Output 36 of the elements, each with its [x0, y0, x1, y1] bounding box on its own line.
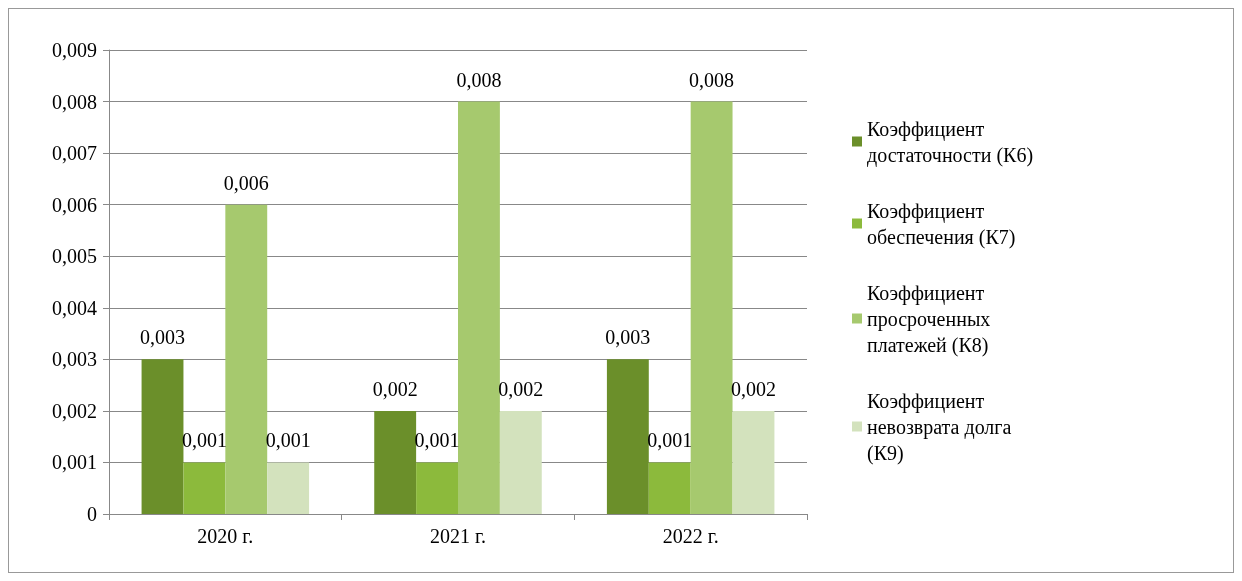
bar	[732, 410, 775, 514]
data-label: 0,008	[689, 68, 735, 91]
data-label: 0,002	[498, 377, 544, 400]
y-tick-label: 0,004	[52, 296, 97, 319]
y-tick-label: 0,002	[52, 399, 97, 422]
legend-label: Коэффициент невозврата долга (К9)	[867, 389, 1017, 465]
bar	[416, 462, 458, 514]
bar	[458, 101, 500, 514]
bar	[183, 462, 226, 514]
data-label: 0,003	[140, 326, 186, 349]
bar	[499, 410, 542, 514]
y-tick-label: 0,009	[52, 39, 97, 61]
data-label: 0,002	[372, 377, 418, 400]
y-tick-label: 0,008	[52, 90, 97, 113]
x-tick-label: 2020 г.	[197, 525, 254, 547]
bar	[606, 359, 649, 514]
legend-label: Коэффициент просроченных платежей (К8)	[867, 281, 996, 357]
bar	[225, 204, 268, 514]
bar	[374, 410, 417, 514]
y-tick-label: 0,006	[52, 193, 97, 216]
bar	[141, 359, 184, 514]
y-tick-label: 0,003	[52, 348, 97, 371]
bar	[648, 462, 691, 514]
y-tick-label: 0,001	[52, 451, 97, 474]
y-tick-label: 0	[87, 503, 97, 525]
x-tick-label: 2022 г.	[662, 525, 719, 547]
data-label: 0,008	[456, 68, 502, 91]
data-label: 0,006	[223, 171, 269, 194]
legend-label: Коэффициент обеспечения (К7)	[867, 199, 1016, 249]
data-label: 0,003	[605, 326, 651, 349]
legend-label: Коэффициент достаточности (К6)	[867, 117, 1034, 167]
bar	[267, 462, 310, 514]
x-tick-label: 2021 г.	[430, 525, 486, 547]
bar	[690, 101, 733, 514]
y-tick-label: 0,005	[52, 245, 97, 268]
y-tick-label: 0,007	[52, 142, 97, 165]
